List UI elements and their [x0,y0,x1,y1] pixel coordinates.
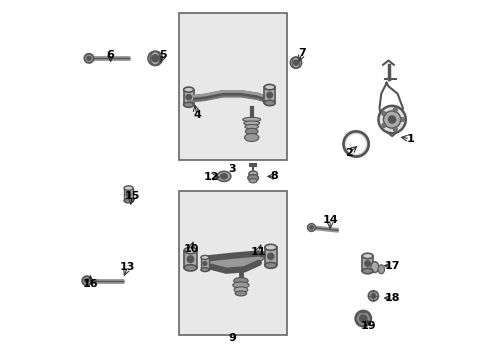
Circle shape [151,55,159,62]
Ellipse shape [184,265,196,271]
Circle shape [148,51,162,66]
Text: 9: 9 [228,333,236,343]
Ellipse shape [245,128,258,135]
Ellipse shape [183,102,193,107]
Ellipse shape [362,268,372,274]
Circle shape [82,276,91,285]
Ellipse shape [201,268,208,271]
Circle shape [399,117,404,122]
Circle shape [387,116,395,123]
Circle shape [293,60,298,65]
Circle shape [355,311,370,327]
Circle shape [267,253,273,259]
Circle shape [378,106,405,133]
Ellipse shape [124,186,133,190]
Text: 8: 8 [269,171,277,181]
Text: 4: 4 [193,110,201,120]
Ellipse shape [248,171,257,177]
Circle shape [367,291,378,301]
Circle shape [203,261,206,266]
Circle shape [186,95,191,100]
Circle shape [370,293,375,298]
Ellipse shape [264,262,276,268]
Circle shape [309,226,312,229]
Text: 6: 6 [106,50,114,60]
Text: 5: 5 [160,50,167,60]
Ellipse shape [249,179,257,183]
Circle shape [392,108,397,112]
Bar [184,251,196,268]
Ellipse shape [264,85,275,90]
Text: 12: 12 [203,172,219,182]
Ellipse shape [264,244,276,250]
Ellipse shape [220,174,227,179]
Ellipse shape [234,287,247,293]
Ellipse shape [264,100,275,106]
Ellipse shape [244,134,258,141]
Text: 2: 2 [345,148,352,158]
Text: 10: 10 [183,244,199,254]
Circle shape [266,93,272,98]
Ellipse shape [183,87,193,92]
Circle shape [187,256,193,262]
Polygon shape [208,253,267,271]
Circle shape [343,131,368,157]
Bar [264,87,275,103]
Bar [124,188,133,201]
Circle shape [84,54,94,63]
Circle shape [364,261,369,266]
Ellipse shape [217,171,230,181]
Text: 3: 3 [228,164,236,174]
Circle shape [392,127,397,131]
Ellipse shape [377,265,384,274]
Bar [264,247,276,265]
Ellipse shape [235,291,246,296]
Circle shape [383,111,400,128]
Ellipse shape [150,51,160,65]
Circle shape [289,57,301,68]
Circle shape [359,315,366,322]
Ellipse shape [244,125,258,129]
Text: 18: 18 [384,293,400,303]
Text: 16: 16 [82,279,98,289]
Circle shape [221,174,226,179]
Ellipse shape [362,253,372,258]
Bar [183,90,193,105]
Circle shape [85,279,88,283]
Text: 13: 13 [120,262,135,272]
Ellipse shape [242,117,260,122]
Circle shape [381,123,386,127]
Circle shape [126,192,131,197]
Bar [179,13,286,160]
Ellipse shape [291,57,299,68]
Ellipse shape [184,247,196,254]
Text: 14: 14 [322,215,337,225]
Text: 15: 15 [124,191,140,201]
Text: 7: 7 [298,48,305,58]
Bar [362,256,372,271]
Text: 19: 19 [360,321,376,331]
Ellipse shape [232,282,248,288]
Circle shape [346,135,365,153]
Ellipse shape [247,175,258,181]
Circle shape [307,224,315,231]
Ellipse shape [370,262,378,273]
Circle shape [381,112,386,116]
Bar [179,191,286,335]
Ellipse shape [233,278,247,284]
Circle shape [87,57,91,60]
Text: 17: 17 [384,261,399,271]
Ellipse shape [244,121,259,125]
Circle shape [152,55,158,61]
Text: 11: 11 [251,247,266,257]
Bar [201,257,208,270]
Ellipse shape [124,198,133,203]
Circle shape [293,60,298,65]
Ellipse shape [201,256,208,259]
Text: 1: 1 [406,134,413,144]
